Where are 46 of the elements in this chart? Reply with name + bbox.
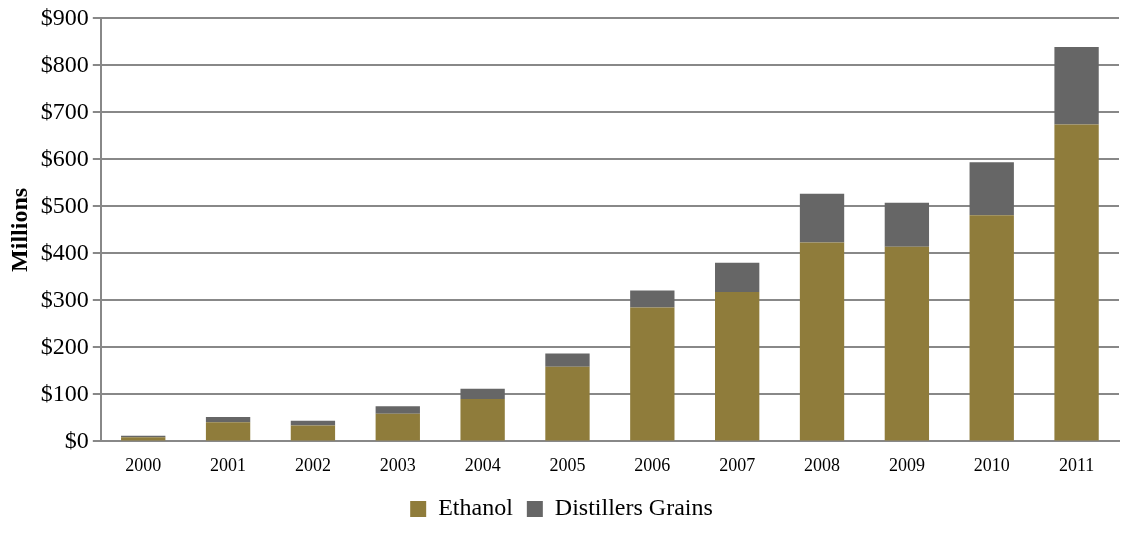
x-tick-label: 2005 [549, 454, 586, 475]
bar [1054, 47, 1099, 125]
y-tick-label: $600 [40, 144, 89, 171]
legend-label: Ethanol [438, 494, 514, 521]
y-tick-label: $700 [40, 97, 89, 124]
bar [884, 202, 930, 247]
bar [460, 388, 505, 400]
legend-label: Distillers Grains [554, 494, 713, 521]
y-tick-label: $400 [40, 238, 89, 265]
x-tick-label: 2008 [804, 454, 841, 475]
y-tick-label: $500 [40, 191, 89, 218]
bar [375, 406, 420, 414]
x-tick-label: 2009 [888, 454, 925, 475]
bar [1054, 124, 1099, 441]
y-tick-label: $800 [40, 50, 89, 77]
bar [630, 307, 675, 441]
bar [884, 246, 930, 441]
bar [715, 262, 760, 292]
bar [799, 193, 845, 243]
bar [205, 422, 251, 441]
x-tick-label: 2001 [210, 454, 247, 475]
x-tick-label: 2000 [125, 454, 162, 475]
x-tick-label: 2011 [1058, 454, 1095, 475]
x-tick-label: 2004 [464, 454, 501, 475]
bar [460, 399, 505, 441]
bar [799, 242, 845, 441]
x-tick-label: 2006 [634, 454, 671, 475]
bar [969, 215, 1014, 441]
bar [290, 425, 336, 441]
y-tick-label: $300 [40, 285, 89, 312]
y-tick-label: $900 [40, 3, 89, 30]
y-tick-label: $100 [40, 379, 89, 406]
bar [630, 290, 675, 308]
x-tick-label: 2003 [379, 454, 416, 475]
x-tick-label: 2010 [973, 454, 1010, 475]
x-tick-label: 2002 [294, 454, 331, 475]
y-tick-label: $0 [64, 426, 89, 453]
bar [969, 162, 1014, 216]
y-axis-title: Millions [5, 187, 32, 272]
bar [715, 291, 760, 441]
bar [545, 366, 590, 441]
bar [205, 416, 251, 423]
bar [375, 413, 420, 441]
x-tick-label: 2007 [719, 454, 756, 475]
bar [545, 353, 590, 367]
y-tick-label: $200 [40, 332, 89, 359]
